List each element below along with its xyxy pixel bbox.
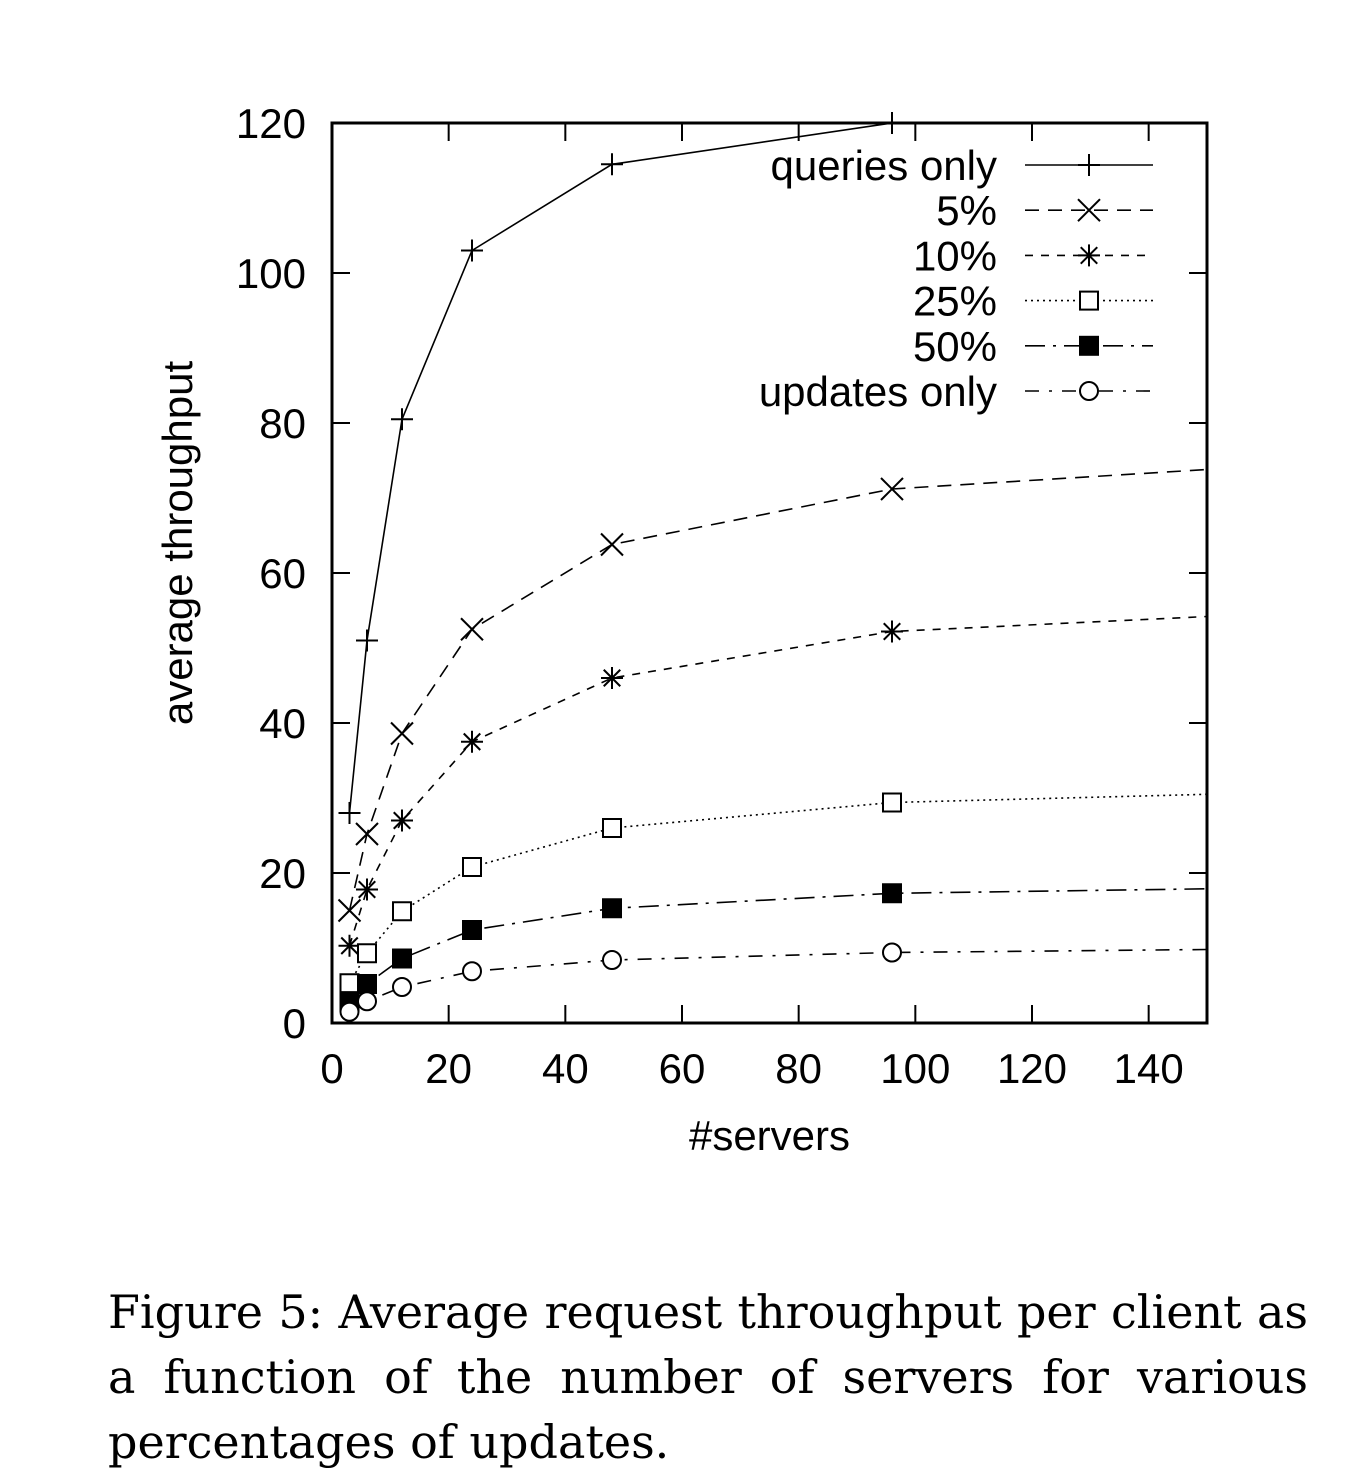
open-circle-marker — [462, 961, 482, 982]
x-tick-label: 120 — [997, 1045, 1067, 1092]
legend-label: 5% — [936, 187, 997, 234]
axis-ticks — [331, 122, 1207, 1024]
open-square-marker — [1079, 290, 1099, 311]
throughput-chart: 0 20 40 60 80 100 120 140 0 20 40 60 80 100 120 querie… — [154, 100, 1209, 1159]
x-tick-label: 40 — [542, 1045, 589, 1092]
filled-square-marker — [357, 974, 377, 994]
asterisk-marker — [603, 669, 621, 687]
x-tick-label: 140 — [1114, 1045, 1184, 1092]
filled-square-marker — [882, 883, 902, 904]
y-axis-title: average throughput — [154, 361, 201, 726]
y-tick-label: 0 — [283, 1000, 306, 1047]
filled-square-marker — [392, 948, 412, 969]
y-tick-label: 100 — [236, 250, 306, 297]
open-square-marker — [392, 901, 412, 922]
legend-label: queries only — [771, 142, 997, 189]
open-circle-marker — [392, 977, 412, 997]
x-tick-label: 100 — [880, 1045, 950, 1092]
open-circle-marker — [339, 1001, 360, 1022]
open-square-marker — [602, 818, 622, 838]
series-line-1 — [348, 468, 1208, 911]
y-tick-label: 60 — [259, 550, 306, 597]
y-tick-label: 40 — [259, 700, 306, 747]
x-tick-label: 20 — [425, 1045, 472, 1092]
y-tick-label: 20 — [259, 850, 306, 897]
tick-labels: 0 20 40 60 80 100 120 140 0 20 40 60 80 100 120 — [236, 100, 1184, 1092]
series-line-2 — [348, 615, 1208, 947]
open-circle-marker — [602, 950, 622, 970]
cross-marker — [460, 617, 484, 641]
open-circle-marker — [357, 991, 377, 1012]
y-tick-label: 80 — [259, 400, 306, 447]
cross-marker — [880, 477, 904, 501]
cross-marker — [390, 721, 414, 746]
open-square-marker — [462, 857, 482, 877]
filled-square-marker — [1079, 335, 1099, 356]
filled-square-marker — [462, 920, 482, 940]
legend-label: 10% — [913, 232, 997, 279]
legend-label: 50% — [913, 323, 997, 370]
open-circle-marker — [1079, 381, 1099, 401]
series-line-3 — [348, 793, 1208, 984]
open-square-marker — [339, 973, 360, 994]
series-line-0 — [348, 122, 893, 814]
cross-marker — [337, 898, 362, 923]
open-circle-marker — [882, 942, 902, 963]
asterisk-marker — [463, 732, 481, 751]
plot-frame — [330, 121, 1209, 1025]
open-square-marker — [357, 943, 377, 964]
x-tick-label: 60 — [659, 1045, 706, 1092]
asterisk-marker — [340, 936, 359, 955]
asterisk-marker — [393, 811, 411, 830]
cross-marker — [600, 532, 624, 557]
series-markers — [337, 112, 904, 1022]
series-line-5 — [349, 948, 1208, 1013]
x-tick-label: 0 — [320, 1045, 343, 1092]
y-tick-label: 120 — [236, 100, 306, 147]
figure-caption: Figure 5: Average request throughput per… — [108, 1285, 1308, 1469]
asterisk-marker — [358, 880, 376, 899]
cross-marker — [355, 822, 379, 846]
filled-square-marker — [602, 898, 622, 919]
series-line-4 — [348, 888, 1208, 1002]
x-tick-label: 80 — [775, 1045, 822, 1092]
asterisk-marker — [883, 622, 901, 641]
asterisk-marker — [1080, 246, 1098, 265]
x-axis-title: #servers — [689, 1112, 850, 1159]
legend-label: updates only — [759, 368, 997, 415]
legend-label: 25% — [913, 278, 997, 325]
open-square-marker — [882, 792, 902, 813]
cross-marker — [1077, 198, 1101, 222]
